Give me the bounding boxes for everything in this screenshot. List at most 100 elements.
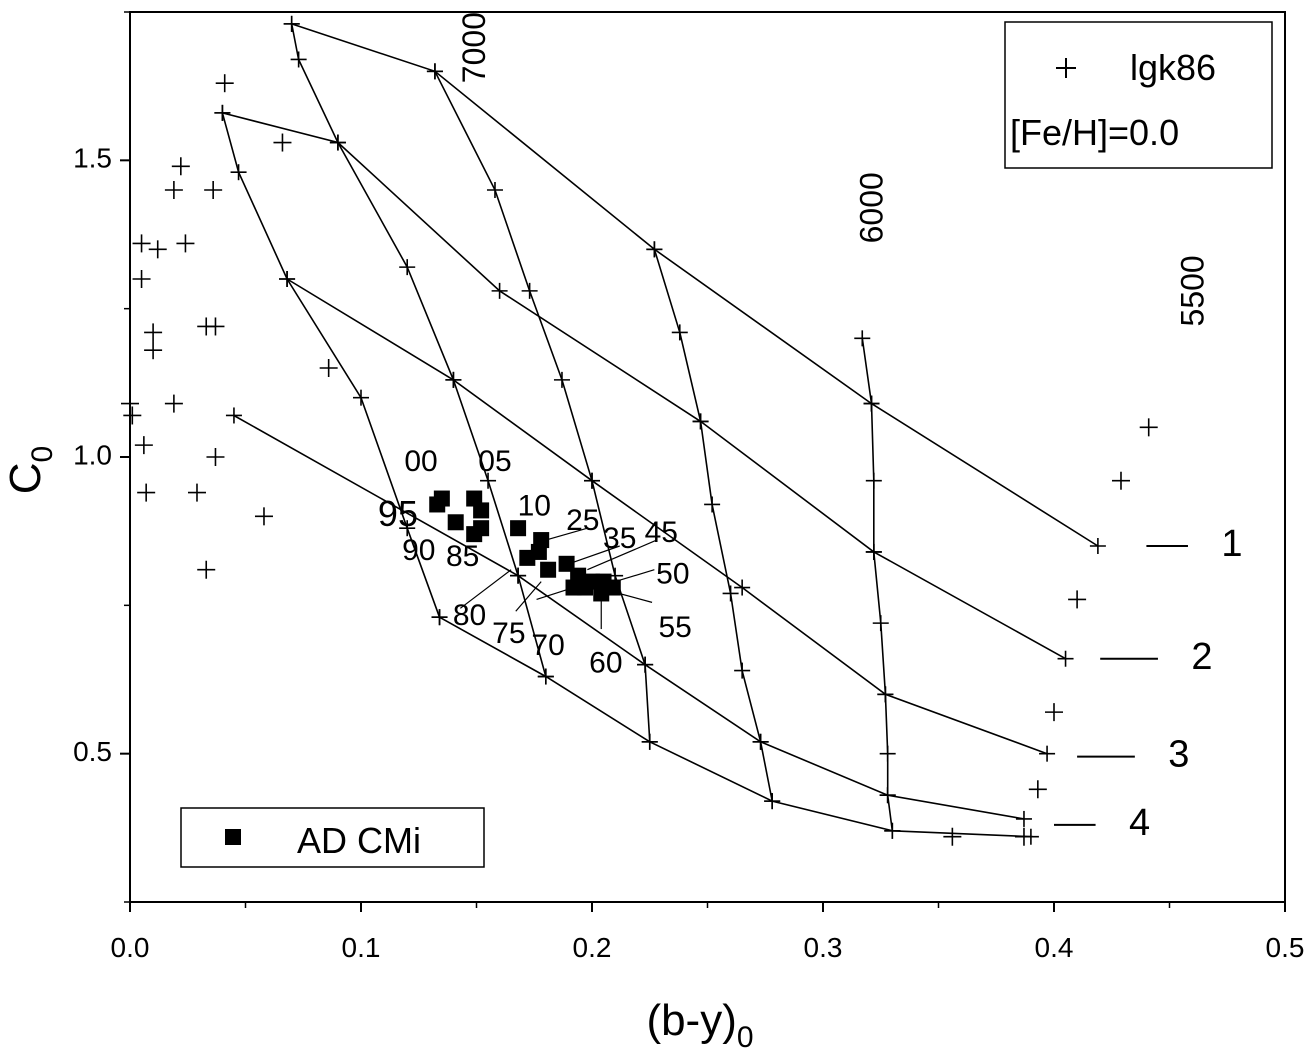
grid-point-marker <box>431 609 448 626</box>
gravity-line-4 <box>233 414 1025 820</box>
grid-legend-label: lgk86 <box>1130 47 1216 88</box>
phase-label: 55 <box>658 611 691 644</box>
phase-leader-line <box>568 545 620 565</box>
grid-point-marker <box>752 733 769 750</box>
gravity-side-labels: 1 2 34 <box>1054 523 1243 844</box>
y-tick-label: 1.5 <box>73 143 112 174</box>
observation-legend: AD CMi <box>180 807 485 868</box>
phase-label: 75 <box>492 617 525 650</box>
grid-point-marker <box>204 181 223 199</box>
grid-point-marker <box>879 745 896 762</box>
gravity-line-2 <box>222 112 1066 660</box>
grid-point-marker <box>273 133 292 152</box>
temperature-line-t1 <box>221 112 441 618</box>
phase-leader-line <box>515 581 542 612</box>
grid-point-marker <box>704 496 721 513</box>
grid-point-marker <box>734 579 751 596</box>
temperature-line-t2 <box>290 23 547 677</box>
grid-point-marker <box>863 395 880 412</box>
grid-point-marker <box>1139 418 1158 437</box>
grid-point-marker <box>553 371 570 388</box>
grid-point-marker <box>230 164 247 181</box>
phase-label: 35 <box>603 522 636 555</box>
observation-point <box>519 549 536 566</box>
x-tick-label: 0.4 <box>1035 932 1074 963</box>
phase-label: 80 <box>453 599 486 632</box>
x-tick-label: 0.1 <box>342 932 381 963</box>
grid-point-marker <box>1039 745 1056 762</box>
grid-point-marker <box>865 543 882 560</box>
grid-point-marker <box>1045 703 1063 722</box>
x-tick-label: 0.5 <box>1266 932 1305 963</box>
observation-legend-label: AD CMi <box>297 820 421 861</box>
grid-point-marker <box>1015 810 1032 827</box>
grid-point-marker <box>480 472 497 489</box>
grid-point-marker <box>206 317 225 336</box>
phase-leader-line <box>587 539 657 571</box>
x-axis-title: (b-y)0 <box>646 996 753 1054</box>
ad-cmi-observations <box>429 490 621 602</box>
temperature-label: 5500 <box>1174 255 1210 326</box>
gravity-line-label: 2 <box>1191 636 1212 678</box>
grid-point-marker <box>1111 471 1130 490</box>
grid-point-marker <box>1068 590 1087 609</box>
grid-point-marker <box>290 51 307 68</box>
temperature-line-t3 <box>434 70 651 742</box>
grid-point-marker <box>148 240 167 259</box>
grid-point-marker <box>134 436 153 455</box>
grid-point-marker <box>187 483 206 502</box>
grid-point-marker <box>1089 538 1106 554</box>
phase-label: 25 <box>566 504 599 537</box>
phase-leader-line <box>545 527 588 541</box>
grid-point-marker <box>353 389 369 406</box>
grid-point-marker <box>164 181 183 199</box>
grid-point-marker <box>879 787 896 804</box>
x-tick-label: 0.2 <box>573 932 612 963</box>
grid-point-marker <box>510 567 527 584</box>
observation-point <box>447 514 464 531</box>
grid-point-marker <box>399 259 416 276</box>
gravity-line-label: 4 <box>1129 802 1150 844</box>
grid-point-marker <box>123 406 142 425</box>
phase-label: 10 <box>518 489 551 522</box>
grid-point-marker <box>144 323 163 342</box>
observation-point <box>466 526 483 543</box>
gravity-line-label: 1 <box>1221 523 1242 565</box>
grid-point-marker <box>283 15 300 32</box>
grid-point-marker <box>426 63 443 80</box>
grid-point-marker <box>137 483 156 502</box>
grid-point-marker <box>637 656 654 673</box>
observation-point <box>510 520 527 537</box>
grid-point-marker <box>641 733 658 750</box>
grid-point-marker <box>399 520 416 537</box>
observation-point <box>429 496 446 513</box>
gravity-line-3 <box>286 278 1048 755</box>
grid-point-marker <box>1028 780 1047 799</box>
grid-point-marker <box>279 271 296 287</box>
grid-point-marker <box>537 668 554 685</box>
grid-point-marker <box>214 104 231 121</box>
grid-point-marker <box>171 157 190 176</box>
extra-grid-markers <box>121 74 1158 846</box>
grid-point-marker <box>865 472 882 489</box>
observation-point <box>577 579 594 596</box>
grid-point-marker <box>692 413 709 430</box>
phase-label: 70 <box>531 629 564 662</box>
grid-point-marker <box>646 241 663 258</box>
grid-point-markers <box>214 15 1106 845</box>
x-tick-label: 0.0 <box>111 932 150 963</box>
phase-label: 95 <box>378 493 418 534</box>
y-axis-title: C0 <box>1 446 59 494</box>
grid-point-marker <box>671 324 688 341</box>
phase-leader-lines <box>459 527 657 630</box>
grid-point-marker <box>734 662 751 679</box>
grid-point-marker <box>144 341 163 360</box>
x-axis-ticks: 0.0 0.1 0.2 0.3 0.4 0.5 <box>111 902 1305 963</box>
grid-point-marker <box>1057 650 1074 667</box>
grid-point-marker <box>521 282 538 299</box>
phase-leader-line <box>614 569 655 583</box>
grid-point-marker <box>164 394 183 413</box>
grid-point-marker <box>1014 827 1033 846</box>
grid-point-marker <box>215 74 234 93</box>
